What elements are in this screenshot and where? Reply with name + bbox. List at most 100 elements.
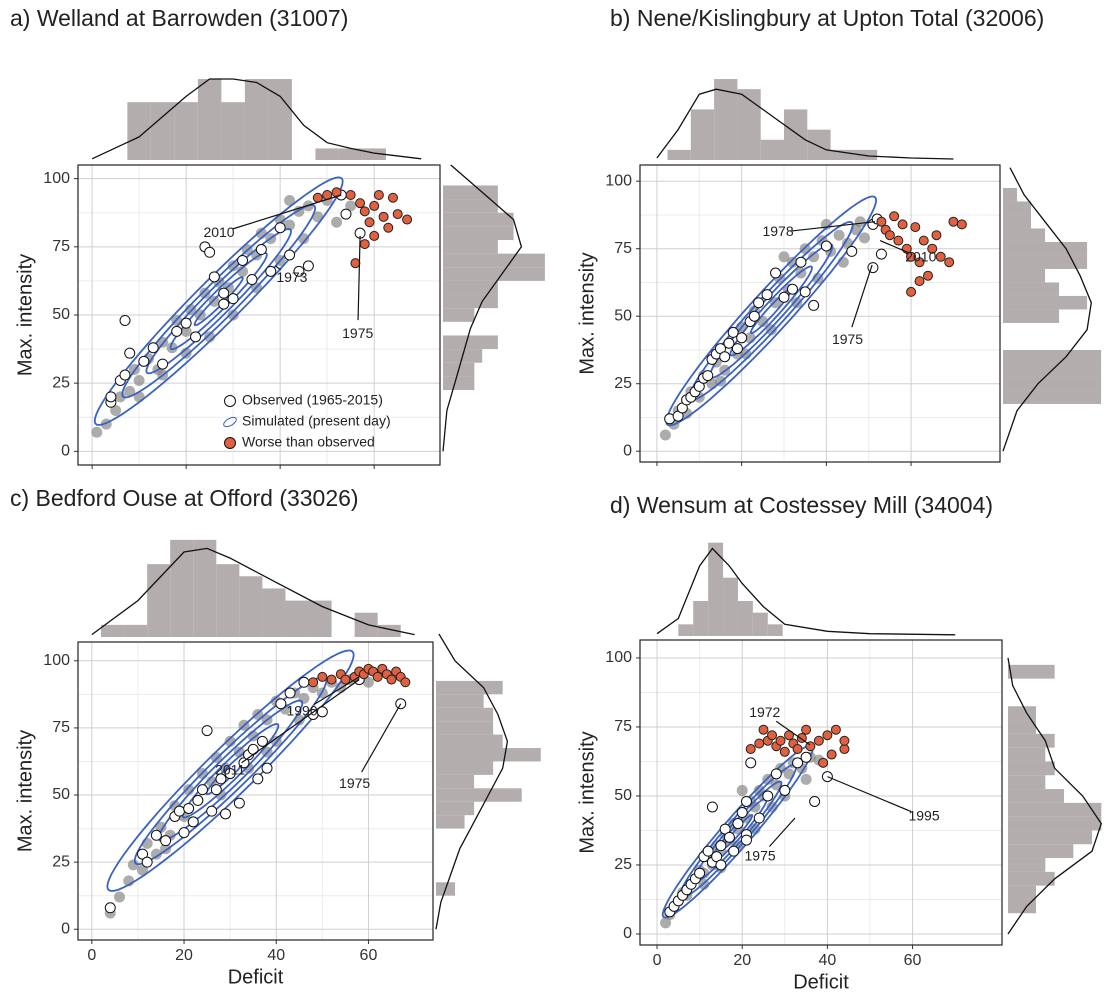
data-point <box>770 768 782 780</box>
data-point <box>372 671 383 682</box>
histogram-bar <box>1008 871 1055 886</box>
data-point <box>914 257 925 268</box>
annotation-label: 1972 <box>749 704 780 720</box>
data-point <box>400 677 411 688</box>
data-point <box>284 687 296 699</box>
histogram-bar <box>443 376 475 390</box>
data-point <box>298 676 310 688</box>
data-point <box>884 230 895 241</box>
histogram-bar <box>667 149 691 160</box>
histogram-bar <box>1008 747 1046 762</box>
histogram-bar <box>1003 282 1060 296</box>
annotation-line <box>241 679 360 764</box>
histogram-bar <box>443 185 498 200</box>
data-point <box>923 270 933 281</box>
data-point <box>227 293 239 305</box>
data-point <box>227 309 239 321</box>
data-point <box>791 297 803 309</box>
data-point <box>779 746 790 757</box>
data-point <box>833 229 845 241</box>
data-point <box>284 219 296 231</box>
histogram-bar <box>1003 201 1032 215</box>
data-point <box>719 351 731 363</box>
data-point <box>180 317 192 329</box>
histogram-bar <box>784 109 808 160</box>
panel: d) Wensum at Costessey Mill (34004) 0 25 50… <box>576 492 1103 993</box>
data-point <box>761 289 773 301</box>
panel-title: b) Nene/Kislingbury at Upton Total (3200… <box>610 5 1044 31</box>
data-point <box>359 239 370 250</box>
data-point <box>867 262 879 274</box>
histogram-bar <box>752 612 768 636</box>
data-point <box>386 674 397 685</box>
y-axis-label: Max. intensity <box>14 254 36 376</box>
density-curve <box>656 88 954 160</box>
data-point <box>740 795 752 807</box>
histogram-bar <box>1003 268 1046 283</box>
density-curve <box>656 547 956 636</box>
data-point <box>889 211 900 222</box>
annotation-label: 1990 <box>286 703 317 719</box>
y-tick-label: 100 <box>605 172 632 189</box>
data-point <box>758 724 769 735</box>
histogram-bar <box>170 539 194 637</box>
data-point <box>210 784 222 796</box>
data-point <box>238 757 250 769</box>
histogram-bar <box>436 748 541 762</box>
data-point <box>113 891 125 903</box>
data-point <box>748 310 760 322</box>
data-point <box>345 200 357 212</box>
annotation-line <box>791 221 876 232</box>
y-tick-label: 0 <box>61 920 70 937</box>
annotation-label: 1973 <box>276 269 307 285</box>
panel-title: c) Bedford Ouse at Offord (33026) <box>10 485 359 511</box>
density-curve <box>1007 657 1103 935</box>
data-point <box>133 374 145 386</box>
annotation-label: 2010 <box>905 249 936 265</box>
data-point <box>302 260 314 272</box>
annotation-line <box>769 817 796 847</box>
histogram-bar <box>1003 214 1032 229</box>
histogram-bar <box>1003 255 1088 269</box>
data-point <box>762 790 774 802</box>
data-point <box>218 287 230 299</box>
histogram-bar <box>436 707 494 722</box>
x-tick-label: 60 <box>904 952 922 969</box>
data-point <box>150 848 162 860</box>
data-point <box>105 391 117 403</box>
data-point <box>765 324 777 336</box>
data-point <box>659 429 671 441</box>
histogram-bar <box>690 109 715 160</box>
panel: a) Welland at Barrowden (31007) 0 25 50 75 10… <box>10 5 545 469</box>
data-point <box>133 391 145 403</box>
data-point <box>340 208 352 220</box>
data-point <box>745 757 757 769</box>
annotation-line <box>879 240 909 253</box>
data-point <box>206 805 218 817</box>
data-point <box>124 385 136 397</box>
histogram-bar <box>1008 720 1036 734</box>
data-point <box>702 370 714 382</box>
histogram-bar <box>1008 706 1036 721</box>
data-point <box>745 744 756 755</box>
histogram-bar <box>150 102 175 160</box>
data-point <box>715 859 727 871</box>
data-point <box>740 834 752 846</box>
data-point <box>792 744 803 755</box>
histogram-bar <box>693 601 709 636</box>
data-point <box>137 864 149 876</box>
contour <box>169 252 268 351</box>
data-point <box>246 274 258 286</box>
histogram-bar <box>268 79 292 160</box>
x-axis-label: Deficit <box>793 971 849 993</box>
x-tick-label: 20 <box>175 947 193 964</box>
histogram-bar <box>1003 309 1060 323</box>
data-point <box>818 757 829 768</box>
histogram-bar <box>830 149 854 160</box>
data-point <box>284 194 296 206</box>
histogram-bar <box>443 212 514 227</box>
histogram-bar <box>1008 761 1055 776</box>
data-point <box>906 251 917 262</box>
data-point <box>208 271 220 283</box>
